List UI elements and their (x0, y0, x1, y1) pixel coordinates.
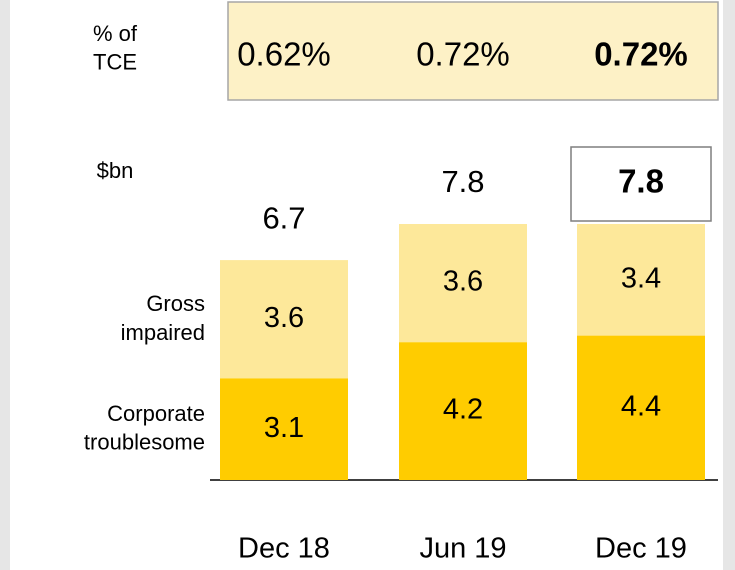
frame-left (0, 0, 10, 570)
ratio-value: 0.62% (237, 36, 331, 73)
series-label-line: Gross (146, 291, 205, 316)
segment-label: 4.4 (621, 390, 661, 422)
segment-label: 3.6 (443, 266, 483, 298)
bar-segment (220, 378, 348, 480)
x-tick-label: Jun 19 (419, 533, 506, 565)
series-label: Gross impaired (121, 291, 205, 345)
x-tick-label: Dec 19 (595, 533, 687, 565)
frame-right (723, 0, 735, 570)
series-label-line: troublesome (84, 430, 205, 455)
ratio-label-line: % of (93, 21, 138, 46)
ratio-label: % of TCE (93, 21, 138, 75)
segment-label: 3.1 (264, 412, 304, 444)
total-label: 6.7 (262, 200, 305, 235)
series-label: Corporate troublesome (84, 401, 205, 455)
total-label: 7.8 (618, 163, 664, 200)
bar-segment (399, 342, 527, 480)
ratio-box (227, 1, 719, 101)
segment-label: 3.4 (621, 262, 661, 294)
bar-segment (399, 224, 527, 343)
bar-segment (577, 335, 705, 480)
unit-label: $bn (97, 158, 134, 183)
series-label-line: Corporate (107, 401, 205, 426)
series-label-line: impaired (121, 320, 205, 345)
total-box (570, 146, 712, 222)
bar-segment (577, 224, 705, 336)
total-label: 7.8 (441, 164, 484, 199)
segment-label: 3.6 (264, 302, 304, 334)
segment-label: 4.2 (443, 394, 483, 426)
ratio-label-line: TCE (93, 49, 137, 74)
ratio-value: 0.72% (416, 36, 510, 73)
bar-segment (220, 260, 348, 379)
ratio-value: 0.72% (594, 36, 688, 73)
x-tick-label: Dec 18 (238, 533, 330, 565)
